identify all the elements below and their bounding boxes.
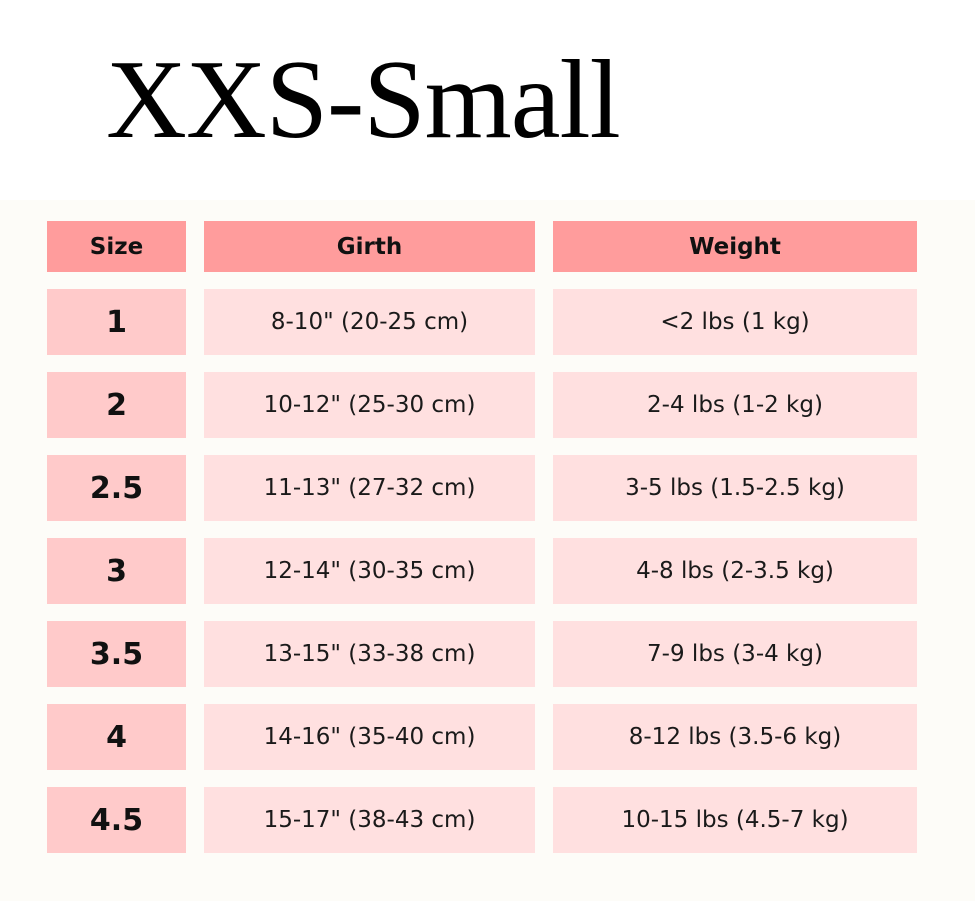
size-cell: 2 <box>47 372 186 438</box>
weight-cell: 3-5 lbs (1.5-2.5 kg) <box>553 455 917 521</box>
size-cell: 4.5 <box>47 787 186 853</box>
girth-cell: 10-12" (25-30 cm) <box>204 372 535 438</box>
size-cell: 1 <box>47 289 186 355</box>
size-cell: 3.5 <box>47 621 186 687</box>
weight-cell: 7-9 lbs (3-4 kg) <box>553 621 917 687</box>
header-weight: Weight <box>553 221 917 272</box>
weight-cell: 4-8 lbs (2-3.5 kg) <box>553 538 917 604</box>
size-cell: 3 <box>47 538 186 604</box>
girth-cell: 8-10" (20-25 cm) <box>204 289 535 355</box>
girth-cell: 11-13" (27-32 cm) <box>204 455 535 521</box>
girth-cell: 13-15" (33-38 cm) <box>204 621 535 687</box>
header-girth: Girth <box>204 221 535 272</box>
girth-cell: 12-14" (30-35 cm) <box>204 538 535 604</box>
girth-cell: 15-17" (38-43 cm) <box>204 787 535 853</box>
girth-cell: 14-16" (35-40 cm) <box>204 704 535 770</box>
size-cell: 2.5 <box>47 455 186 521</box>
weight-cell: 2-4 lbs (1-2 kg) <box>553 372 917 438</box>
weight-cell: 8-12 lbs (3.5-6 kg) <box>553 704 917 770</box>
size-cell: 4 <box>47 704 186 770</box>
header-size: Size <box>47 221 186 272</box>
page-title: XXS-Small <box>106 38 621 162</box>
weight-cell: 10-15 lbs (4.5-7 kg) <box>553 787 917 853</box>
weight-cell: <2 lbs (1 kg) <box>553 289 917 355</box>
